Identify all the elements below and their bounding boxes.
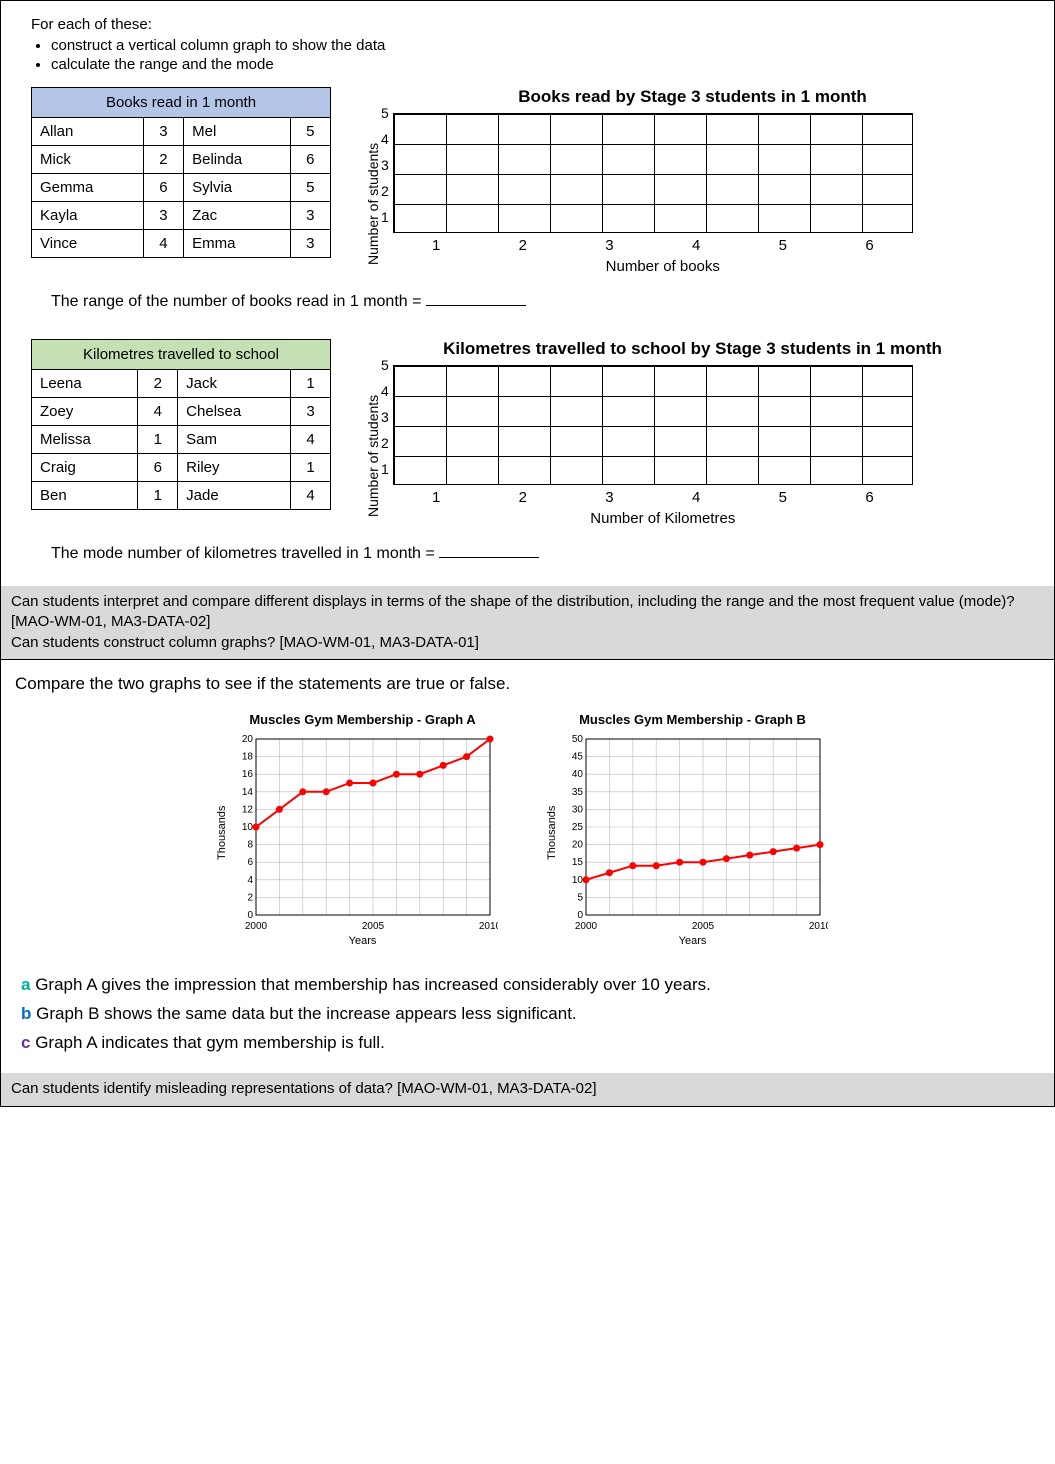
table-cell: Jade xyxy=(178,482,291,510)
mode-fill: The mode number of kilometres travelled … xyxy=(51,545,1024,563)
table-cell: Zac xyxy=(184,202,291,230)
table-cell: 4 xyxy=(291,426,331,454)
books-table: Books read in 1 month Allan3Mel5Mick2Bel… xyxy=(31,87,331,258)
svg-text:45: 45 xyxy=(571,751,583,762)
table-cell: 3 xyxy=(290,202,330,230)
table-cell: 2 xyxy=(138,370,178,398)
svg-text:10: 10 xyxy=(241,822,253,833)
graph-a: Muscles Gym Membership - Graph A Thousan… xyxy=(213,712,513,947)
table-cell: Riley xyxy=(178,454,291,482)
svg-text:12: 12 xyxy=(241,804,253,815)
statements: a Graph A gives the impression that memb… xyxy=(21,971,1034,1058)
table-cell: 3 xyxy=(290,230,330,258)
svg-text:2010: 2010 xyxy=(808,921,827,932)
range-fill: The range of the number of books read in… xyxy=(51,293,1024,311)
svg-text:8: 8 xyxy=(247,839,253,850)
intro-lead: For each of these: xyxy=(31,16,1024,33)
svg-text:2000: 2000 xyxy=(574,921,597,932)
km-chart: Kilometres travelled to school by Stage … xyxy=(361,339,1024,527)
svg-text:0: 0 xyxy=(247,910,253,921)
table-cell: 1 xyxy=(291,454,331,482)
table-cell: 1 xyxy=(138,482,178,510)
svg-text:10: 10 xyxy=(571,875,583,886)
table-cell: 1 xyxy=(291,370,331,398)
svg-text:30: 30 xyxy=(571,804,583,815)
svg-text:2000: 2000 xyxy=(244,921,267,932)
svg-text:18: 18 xyxy=(241,751,253,762)
compare-intro: Compare the two graphs to see if the sta… xyxy=(15,674,1040,694)
svg-text:25: 25 xyxy=(571,822,583,833)
svg-text:0: 0 xyxy=(577,910,583,921)
table-cell: 4 xyxy=(143,230,183,258)
table-cell: Sylvia xyxy=(184,174,291,202)
table-cell: 3 xyxy=(143,118,183,146)
svg-text:15: 15 xyxy=(571,857,583,868)
table-cell: 3 xyxy=(291,398,331,426)
svg-text:4: 4 xyxy=(247,875,253,886)
svg-text:20: 20 xyxy=(241,734,253,745)
svg-text:40: 40 xyxy=(571,769,583,780)
table-cell: 2 xyxy=(143,146,183,174)
km-table: Kilometres travelled to school Leena2Jac… xyxy=(31,339,331,510)
table-cell: Belinda xyxy=(184,146,291,174)
graph-b: Muscles Gym Membership - Graph B Thousan… xyxy=(543,712,843,947)
table-cell: Allan xyxy=(32,118,144,146)
books-table-header: Books read in 1 month xyxy=(32,88,331,118)
table-cell: 6 xyxy=(138,454,178,482)
table-cell: 4 xyxy=(138,398,178,426)
table-cell: Mick xyxy=(32,146,144,174)
table-cell: Gemma xyxy=(32,174,144,202)
intro-bullets: construct a vertical column graph to sho… xyxy=(51,37,1024,73)
table-cell: Mel xyxy=(184,118,291,146)
table-cell: Zoey xyxy=(32,398,138,426)
svg-text:16: 16 xyxy=(241,769,253,780)
svg-text:5: 5 xyxy=(577,892,583,903)
table-cell: Craig xyxy=(32,454,138,482)
criteria-box-1: Can students interpret and compare diffe… xyxy=(1,586,1054,659)
table-cell: 6 xyxy=(290,146,330,174)
table-cell: 5 xyxy=(290,174,330,202)
km-table-header: Kilometres travelled to school xyxy=(32,340,331,370)
table-cell: Leena xyxy=(32,370,138,398)
svg-text:50: 50 xyxy=(571,734,583,745)
svg-text:2005: 2005 xyxy=(361,921,384,932)
table-cell: Kayla xyxy=(32,202,144,230)
criteria-box-2: Can students identify misleading represe… xyxy=(1,1073,1054,1105)
table-cell: 1 xyxy=(138,426,178,454)
table-cell: Melissa xyxy=(32,426,138,454)
svg-text:2010: 2010 xyxy=(478,921,497,932)
table-cell: Ben xyxy=(32,482,138,510)
table-cell: 5 xyxy=(290,118,330,146)
table-cell: Sam xyxy=(178,426,291,454)
table-cell: 6 xyxy=(143,174,183,202)
table-cell: 3 xyxy=(143,202,183,230)
svg-text:35: 35 xyxy=(571,787,583,798)
table-cell: 4 xyxy=(291,482,331,510)
svg-text:20: 20 xyxy=(571,839,583,850)
table-cell: Chelsea xyxy=(178,398,291,426)
table-cell: Emma xyxy=(184,230,291,258)
svg-text:6: 6 xyxy=(247,857,253,868)
books-chart: Books read by Stage 3 students in 1 mont… xyxy=(361,87,1024,275)
table-cell: Jack xyxy=(178,370,291,398)
svg-text:2005: 2005 xyxy=(691,921,714,932)
table-cell: Vince xyxy=(32,230,144,258)
svg-text:14: 14 xyxy=(241,787,253,798)
svg-text:2: 2 xyxy=(247,892,253,903)
